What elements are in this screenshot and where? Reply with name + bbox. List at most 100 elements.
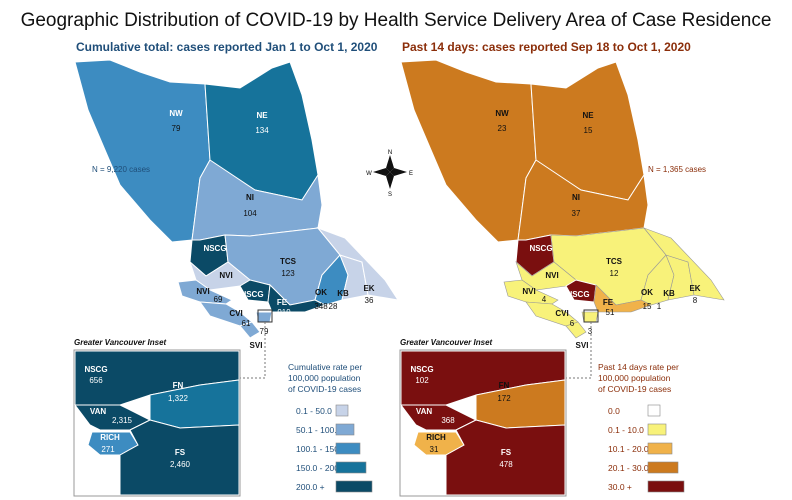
legend-swatch <box>647 404 661 417</box>
right-value-tcs: 12 <box>610 269 619 278</box>
legend-swatch <box>335 461 367 474</box>
left-legend: Cumulative rate per 100,000 population o… <box>288 362 373 493</box>
legend-label: 150.0 - 200.0 <box>296 463 346 473</box>
right-inset-value-rich: 31 <box>430 445 439 454</box>
legend-label: 0.1 - 10.0 <box>608 425 644 435</box>
right-case-count: N = 1,365 cases <box>648 165 706 174</box>
legend-label: 100.1 - 150.0 <box>296 444 346 454</box>
compass-north-arrow <box>386 155 394 172</box>
compass-s-label: S <box>388 192 392 198</box>
left-value-nvi: 69 <box>214 295 223 304</box>
left-label-tcs: TCS <box>280 257 297 266</box>
left-label-kb: KB <box>337 289 349 298</box>
right-value-nvi: 4 <box>542 295 547 304</box>
right-label-fe: FE <box>603 298 614 307</box>
right-inset-label-fs: FS <box>501 448 512 457</box>
legend-swatch <box>335 404 349 417</box>
right-label-ek: EK <box>689 284 700 293</box>
right-value-ni: 37 <box>572 209 581 218</box>
right-label-nscg-south: NSCG <box>566 290 589 299</box>
right-label-tcs: TCS <box>606 257 623 266</box>
left-legend-title-3: of COVID-19 cases <box>288 384 361 394</box>
right-value-ek: 8 <box>693 296 698 305</box>
right-region-ek[interactable] <box>643 227 725 301</box>
right-label-ne: NE <box>582 111 594 120</box>
left-label-ok: OK <box>315 288 327 297</box>
left-value-cvi: 61 <box>242 319 251 328</box>
compass-e-label: E <box>409 171 413 177</box>
left-inset-label-fn: FN <box>173 381 184 390</box>
left-legend-title-2: 100,000 population <box>288 373 361 383</box>
right-inset-fs[interactable] <box>445 419 566 496</box>
left-label-nscg-south: NSCG <box>240 290 263 299</box>
right-value-cvi: 6 <box>570 319 575 328</box>
right-legend-title-3: of COVID-19 cases <box>598 384 671 394</box>
left-value-nw: 79 <box>172 124 181 133</box>
right-value-fe: 51 <box>606 308 615 317</box>
right-inset-label-van: VAN <box>416 407 433 416</box>
right-map-subtitle: Past 14 days: cases reported Sep 18 to O… <box>402 40 691 54</box>
left-value-ok: 348 <box>314 302 328 311</box>
left-inset-label-van: VAN <box>90 407 107 416</box>
right-value-kb: 1 <box>657 302 662 311</box>
left-inset-value-rich: 271 <box>101 445 115 454</box>
left-inset-connector <box>240 322 266 379</box>
left-label-ek: EK <box>363 284 374 293</box>
right-inset-label-rich: RICH <box>426 433 446 442</box>
left-case-count: N = 9,220 cases <box>92 165 150 174</box>
right-region-nw[interactable] <box>400 59 537 243</box>
legend-swatch <box>647 423 667 436</box>
right-label-cvi: CVI <box>555 309 568 318</box>
legend-label: 0.1 - 50.0 <box>296 406 332 416</box>
right-region-svi[interactable] <box>565 321 587 339</box>
left-inset-label-fs: FS <box>175 448 186 457</box>
right-value-ne: 15 <box>584 126 593 135</box>
left-value-fe: 919 <box>277 308 291 317</box>
left-legend-title-1: Cumulative rate per <box>288 362 362 372</box>
compass-n-label: N <box>388 150 392 156</box>
left-region-svi[interactable] <box>239 321 261 339</box>
left-value-ek: 36 <box>365 296 374 305</box>
right-value-nw: 23 <box>498 124 507 133</box>
left-map: NW 79 NE 134 NI 104 NSCG TCS 123 NVI NVI… <box>73 59 400 497</box>
right-inset-value-nscg: 102 <box>415 376 429 385</box>
right-inset-value-van: 368 <box>441 416 455 425</box>
left-label-ne: NE <box>256 111 268 120</box>
left-label-svi: SVI <box>250 341 263 350</box>
left-value-tcs: 123 <box>281 269 295 278</box>
right-label-ni: NI <box>572 193 580 202</box>
left-value-ni: 104 <box>243 209 257 218</box>
right-value-ok: 15 <box>643 302 652 311</box>
left-label-ni: NI <box>246 193 254 202</box>
right-label-nvi-north: NVI <box>545 271 558 280</box>
compass-rose: N S W E <box>366 150 413 198</box>
left-label-nvi: NVI <box>196 287 209 296</box>
left-inset-label-rich: RICH <box>100 433 120 442</box>
legend-label: 30.0 + <box>608 482 632 492</box>
legend-label: 50.1 - 100.0 <box>296 425 342 435</box>
right-region-fe[interactable] <box>593 284 652 313</box>
left-label-nw: NW <box>169 109 183 118</box>
right-label-nvi: NVI <box>522 287 535 296</box>
left-inset-value-fs: 2,460 <box>170 460 191 469</box>
page-title: Geographic Distribution of COVID-19 by H… <box>20 10 772 31</box>
left-inset-fs[interactable] <box>119 419 240 496</box>
right-label-kb: KB <box>663 289 675 298</box>
legend-swatch <box>335 442 361 455</box>
left-label-fe: FE <box>277 298 288 307</box>
left-region-nvi[interactable] <box>177 279 234 305</box>
left-label-cvi: CVI <box>229 309 242 318</box>
left-region-ek[interactable] <box>316 226 400 301</box>
right-legend: Past 14 days rate per 100,000 population… <box>598 362 685 493</box>
right-label-nscg-north: NSCG <box>529 244 552 253</box>
left-region-nw[interactable] <box>74 59 211 243</box>
compass-west-arrow <box>373 168 390 176</box>
legend-label: 200.0 + <box>296 482 325 492</box>
right-inset-value-fn: 172 <box>497 394 511 403</box>
right-legend-title-1: Past 14 days rate per <box>598 362 679 372</box>
right-region-nvi[interactable] <box>503 279 559 305</box>
right-legend-title-2: 100,000 population <box>598 373 671 383</box>
right-label-nw: NW <box>495 109 509 118</box>
left-region-fe[interactable] <box>267 283 327 313</box>
